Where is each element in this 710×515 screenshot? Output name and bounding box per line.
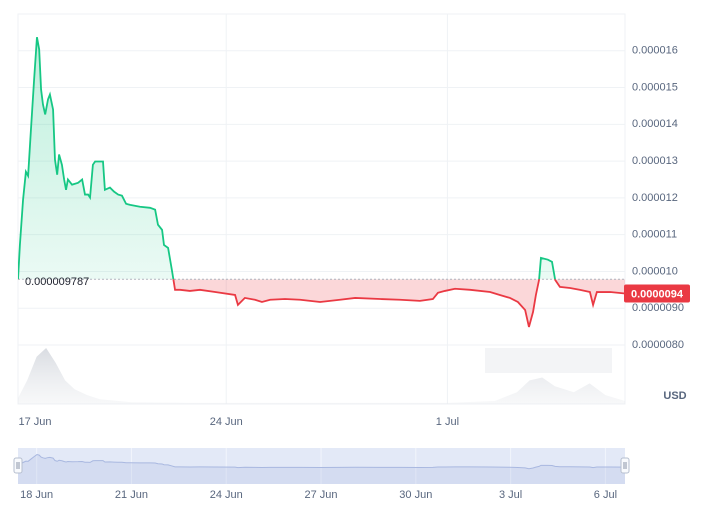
y-tick-label: 0.000013 [632,155,678,167]
nav-tick-label: 21 Jun [115,489,148,501]
y-tick-label: 0.0000090 [632,302,684,314]
y-tick-label: 0.000010 [632,265,678,277]
x-tick-label: 1 Jul [436,416,459,428]
nav-line [17,453,626,470]
price-line-above [18,37,556,280]
nav-handle[interactable] [620,457,630,474]
baseline-label: 0.000009787 [25,276,89,288]
unit-label: USD [663,390,686,402]
nav-handle[interactable] [13,457,23,474]
current-price-badge [624,284,690,303]
y-tick-label: 0.000016 [632,45,678,57]
price-line-below [18,279,625,328]
nav-tick-label: 30 Jun [399,489,432,501]
y-tick-label: 0.000012 [632,192,678,204]
nav-tick-label: 6 Jul [594,489,617,501]
nav-tick-label: 27 Jun [305,489,338,501]
y-tick-label: 0.0000080 [632,339,684,351]
nav-tick-label: 24 Jun [210,489,243,501]
y-tick-label: 0.000014 [632,118,678,130]
nav-area [18,454,625,484]
x-tick-label: 24 Jun [210,416,243,428]
nav-tick-label: 18 Jun [20,489,53,501]
area-below [173,279,625,327]
current-price-label: 0.0000094 [631,288,684,300]
placeholder [485,348,612,373]
x-tick-label: 17 Jun [18,416,51,428]
y-tick-label: 0.000011 [632,229,677,241]
area-above [18,37,625,280]
nav-tick-label: 3 Jul [499,489,522,501]
y-tick-label: 0.000015 [632,81,678,93]
volume-area [18,347,625,404]
